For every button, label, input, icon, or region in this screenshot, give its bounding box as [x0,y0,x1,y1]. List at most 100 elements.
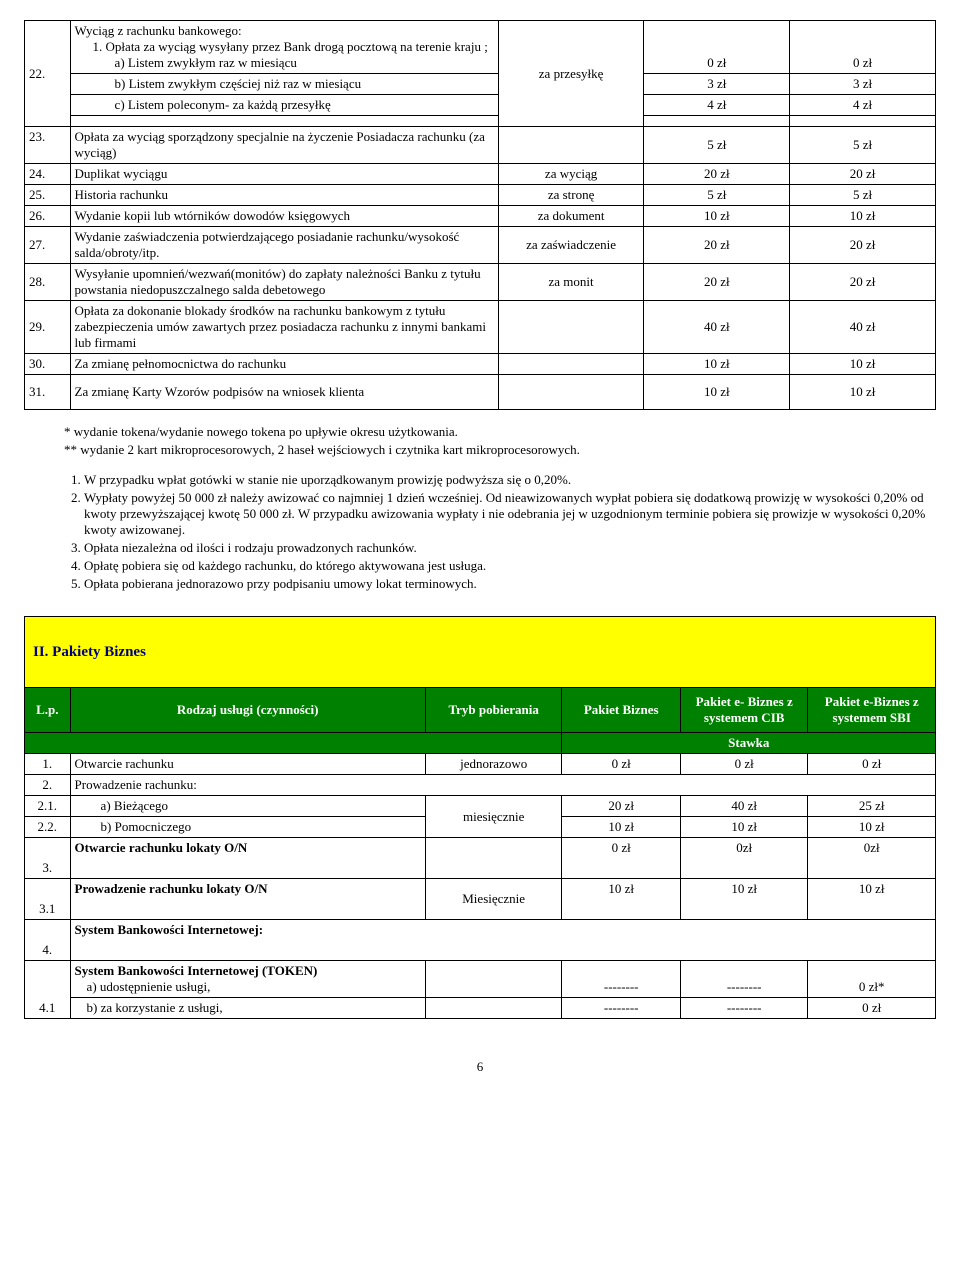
row-number: 31. [25,375,71,410]
footnotes-block: * wydanie tokena/wydanie nowego tokena p… [64,424,936,458]
row-mode: Miesięcznie [425,879,562,920]
table-header-row: L.p. Rodzaj usługi (czynności) Tryb pobi… [25,688,936,733]
row-desc: Wydanie kopii lub wtórników dowodów księ… [70,206,498,227]
row-number: 4. [25,920,71,961]
row-number: 26. [25,206,71,227]
col-pakiet-ebiznes-sbi: Pakiet e-Biznes z systemem SBI [808,688,936,733]
row-value: 0 zł [808,998,936,1019]
row-value: 3 zł [790,74,936,95]
section-title: II. Pakiety Biznes [25,617,936,688]
table-row: 27. Wydanie zaświadczenia potwierdzające… [25,227,936,264]
row-value: 20 zł [790,164,936,185]
spacer [644,116,790,127]
table-row: 26. Wydanie kopii lub wtórników dowodów … [25,206,936,227]
numbered-notes: W przypadku wpłat gotówki w stanie nie u… [64,472,936,592]
row-number: 22. [25,21,71,127]
row-value: 10 zł [808,817,936,838]
row-value: 5 zł [790,127,936,164]
row-desc: c) Listem poleconym- za każdą przesyłkę [70,95,498,116]
row-value: 0 zł* [808,961,936,998]
row-desc: System Bankowości Internetowej (TOKEN) a… [70,961,425,998]
table-row: c) Listem poleconym- za każdą przesyłkę … [25,95,936,116]
row-number: 23. [25,127,71,164]
row-mode: za monit [498,264,644,301]
row-mode: za stronę [498,185,644,206]
text: a) udostępnienie usługi, [75,979,211,994]
row-desc: Duplikat wyciągu [70,164,498,185]
row-value: 10 zł [644,375,790,410]
row-value: 10 zł [808,879,936,920]
spacer [790,116,936,127]
table-row: b) Listem zwykłym częściej niż raz w mie… [25,74,936,95]
table-row: b) za korzystanie z usługi, -------- ---… [25,998,936,1019]
row-number: 2. [25,775,71,796]
row-value: 0zł [808,838,936,879]
note-item: Opłata niezależna od ilości i rodzaju pr… [84,540,936,556]
row-mode [425,998,562,1019]
table-row: 24. Duplikat wyciągu za wyciąg 20 zł 20 … [25,164,936,185]
row-value: 20 zł [790,264,936,301]
row-value: -------- [680,961,808,998]
col-tryb: Tryb pobierania [425,688,562,733]
text: Wyciąg z rachunku bankowego: [75,23,242,38]
row-value: 20 zł [790,227,936,264]
row-mode [498,127,644,164]
row-value: 0 zł [808,754,936,775]
col-lp: L.p. [25,688,71,733]
row-desc: Wysyłanie upomnień/wezwań(monitów) do za… [70,264,498,301]
row-value: 10 zł [644,354,790,375]
row-value: 0zł [680,838,808,879]
spacer [25,733,562,754]
row-number: 3.1 [25,879,71,920]
row-value: 3 zł [644,74,790,95]
row-value: -------- [562,961,680,998]
row-mode: za dokument [498,206,644,227]
row-number: 25. [25,185,71,206]
row-value: 0 zł [562,838,680,879]
row-number: 30. [25,354,71,375]
col-rodzaj: Rodzaj usługi (czynności) [70,688,425,733]
row-value: 0 zł [680,754,808,775]
row-mode [425,838,562,879]
table-row: 4.1 System Bankowości Internetowej (TOKE… [25,961,936,998]
row-desc: b) za korzystanie z usługi, [70,998,425,1019]
table-row: 4. System Bankowości Internetowej: [25,920,936,961]
row-value: 5 zł [644,127,790,164]
table-row: 31. Za zmianę Karty Wzorów podpisów na w… [25,375,936,410]
row-desc: Za zmianę Karty Wzorów podpisów na wnios… [70,375,498,410]
row-number: 3. [25,838,71,879]
table-row: 29. Opłata za dokonanie blokady środków … [25,301,936,354]
row-desc: Wydanie zaświadczenia potwierdzającego p… [70,227,498,264]
text: b) Listem zwykłym częściej niż raz w mie… [115,76,362,91]
stawka-label: Stawka [562,733,936,754]
col-pakiet-biznes: Pakiet Biznes [562,688,680,733]
row-value: 0 zł [790,21,936,74]
row-mode: miesięcznie [425,796,562,838]
table-row: 30. Za zmianę pełnomocnictwa do rachunku… [25,354,936,375]
row-mode [498,375,644,410]
table-row: 28. Wysyłanie upomnień/wezwań(monitów) d… [25,264,936,301]
text: c) Listem poleconym- za każdą przesyłkę [115,97,331,112]
table-row: 2. Prowadzenie rachunku: [25,775,936,796]
row-value: 20 zł [644,227,790,264]
row-value: 10 zł [562,817,680,838]
fees-table-1: 22. Wyciąg z rachunku bankowego: 1. Opła… [24,20,936,410]
section-header: II. Pakiety Biznes [25,617,936,688]
row-value: 4 zł [790,95,936,116]
text: a) Listem zwykłym raz w miesiącu [115,55,297,70]
row-value: 5 zł [790,185,936,206]
row-value: 5 zł [644,185,790,206]
table-row: 23. Opłata za wyciąg sporządzony specjal… [25,127,936,164]
row-number: 28. [25,264,71,301]
row-desc: b) Listem zwykłym częściej niż raz w mie… [70,74,498,95]
page-number: 6 [24,1059,936,1075]
note-item: W przypadku wpłat gotówki w stanie nie u… [84,472,936,488]
row-value: 10 zł [680,817,808,838]
row-desc: a) Bieżącego [70,796,425,817]
row-value: 10 zł [790,354,936,375]
row-value: -------- [680,998,808,1019]
col-pakiet-ebiznes-cib: Pakiet e- Biznes z systemem CIB [680,688,808,733]
row-value: 4 zł [644,95,790,116]
table-row: 3.1 Prowadzenie rachunku lokaty O/N Mies… [25,879,936,920]
table-row: 22. Wyciąg z rachunku bankowego: 1. Opła… [25,21,936,74]
